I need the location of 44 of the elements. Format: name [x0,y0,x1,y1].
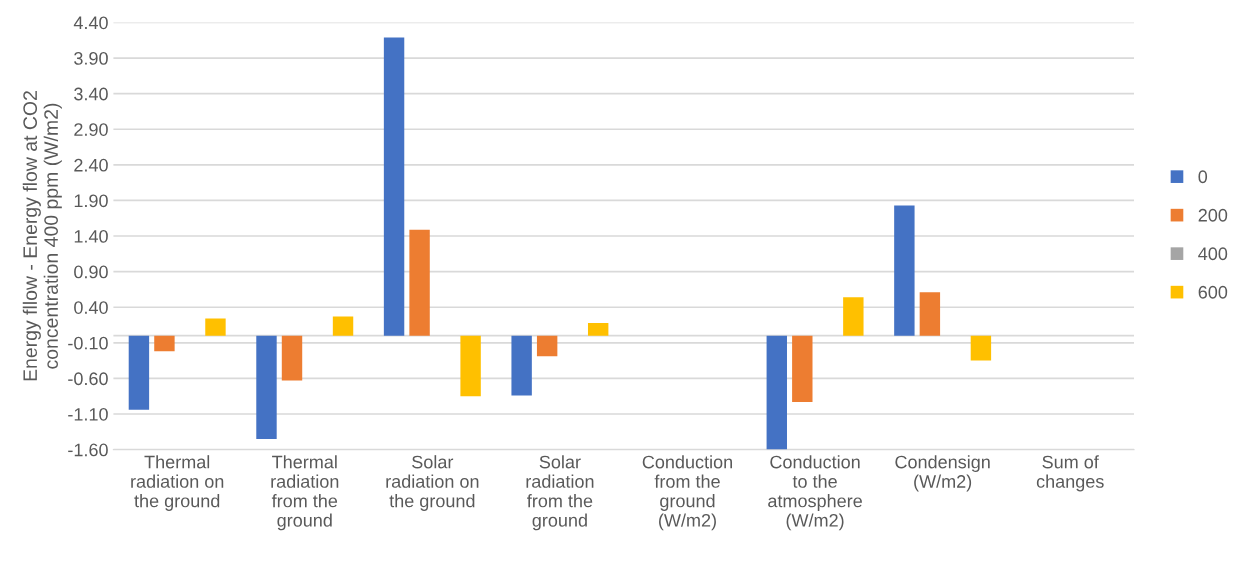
bar [970,335,992,361]
bar [792,335,813,402]
bar [205,318,226,336]
x-tick-label: Sum of changes [1036,455,1104,492]
legend-label: 200 [1198,208,1228,222]
bar [536,335,558,357]
bar [154,335,175,352]
bar [409,229,430,336]
bar [919,292,941,336]
bar [128,335,150,410]
y-tick-label: -1.10 [68,407,108,421]
bar [894,205,915,336]
y-tick-label: -0.10 [68,336,108,350]
legend-label: 400 [1198,247,1228,261]
y-tick-label: -1.60 [68,443,108,457]
bar [332,316,354,336]
y-axis-title: Energy fllow - Energy flow at CO2 concentration 400 ppm (W/m2) [22,91,62,381]
bar [587,322,609,336]
x-tick-label: Thermal radiation from the ground [271,455,339,531]
y-tick-label: 2.90 [74,123,108,136]
bar [256,335,277,439]
y-tick-label: 1.40 [74,229,108,243]
y-tick-label: 0.40 [74,301,108,314]
y-tick-label: 3.40 [74,87,108,101]
bar [843,297,864,336]
x-tick-label: Solar radiation from the ground [526,455,594,531]
x-tick-label: Thermal radiation on the ground [131,455,224,511]
bar [281,335,303,381]
x-tick-label: Conduction to the atmosphere (W/m2) [768,455,862,531]
y-tick-label: 0.90 [74,265,108,279]
x-tick-label: Solar radiation on the ground [386,455,479,511]
bar [383,37,405,336]
y-tick-label: 3.90 [74,52,108,65]
y-tick-label: -0.60 [68,372,108,386]
bar [460,335,481,397]
bar [511,335,532,396]
x-tick-label: Condensign (W/m2) [895,455,990,492]
legend-label: 600 [1198,285,1228,299]
y-tick-label: 4.40 [73,16,108,30]
y-tick-label: 2.40 [74,158,108,172]
y-tick-label: 1.90 [74,194,108,208]
legend-label: 0 [1198,170,1208,184]
bar [766,335,787,450]
x-tick-label: Conduction from the ground (W/m2) [642,455,732,531]
